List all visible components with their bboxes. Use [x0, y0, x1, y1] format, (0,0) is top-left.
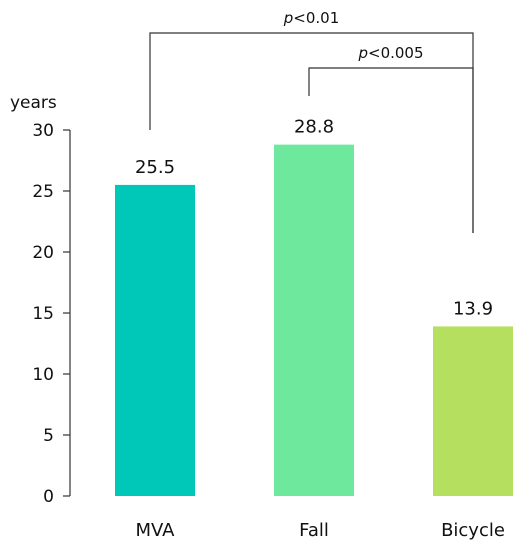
y-tick-label: 15: [32, 304, 54, 324]
p-value: <0.01: [293, 9, 339, 27]
bar-mva: [115, 184, 195, 496]
data-label: 13.9: [453, 298, 493, 319]
x-category-label: Bicycle: [441, 520, 505, 541]
y-tick-label: 5: [43, 426, 54, 446]
y-tick-label: 0: [43, 487, 54, 507]
y-tick-label: 10: [32, 365, 54, 385]
y-axis-ticks: 0 5 10 15 20 25 30: [32, 121, 70, 507]
y-tick-label: 25: [32, 182, 54, 202]
significance-brackets: p<0.01p<0.005: [149, 9, 474, 233]
significance-bracket: [308, 67, 474, 233]
p-symbol: p: [283, 9, 294, 27]
x-category-label: Fall: [299, 520, 329, 541]
x-category-label: MVA: [135, 520, 175, 541]
data-label: 28.8: [294, 117, 334, 138]
bars-group: [115, 144, 513, 496]
significance-label: p<0.01: [283, 9, 340, 27]
data-label: 25.5: [135, 157, 175, 178]
p-value: <0.005: [368, 44, 424, 62]
bar-bicycle: [433, 326, 513, 496]
y-axis-unit-label: years: [10, 93, 57, 113]
p-symbol: p: [357, 44, 368, 62]
significance-label: p<0.005: [357, 44, 423, 62]
y-tick-label: 30: [32, 121, 54, 141]
bar-fall: [274, 144, 354, 496]
y-tick-label: 20: [32, 243, 54, 263]
labels-group: 25.5 MVA 28.8 Fall 13.9 Bicycle: [135, 117, 505, 541]
